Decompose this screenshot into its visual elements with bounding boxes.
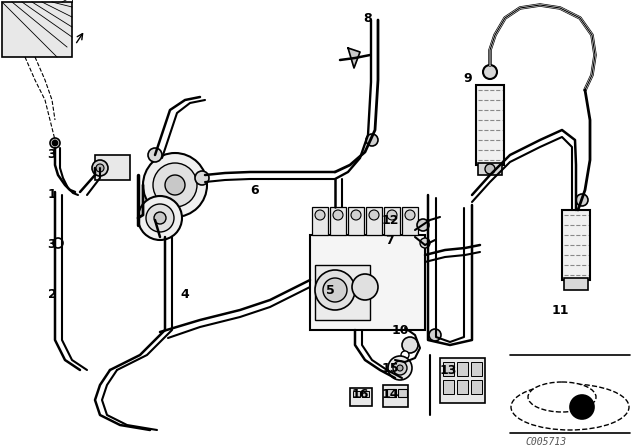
Circle shape bbox=[388, 356, 412, 380]
FancyBboxPatch shape bbox=[2, 2, 72, 57]
FancyBboxPatch shape bbox=[315, 265, 370, 320]
Circle shape bbox=[315, 270, 355, 310]
FancyBboxPatch shape bbox=[348, 207, 364, 235]
Circle shape bbox=[429, 329, 441, 341]
Circle shape bbox=[387, 210, 397, 220]
Circle shape bbox=[323, 278, 347, 302]
Text: 7: 7 bbox=[386, 233, 394, 246]
FancyBboxPatch shape bbox=[478, 163, 502, 175]
Circle shape bbox=[570, 395, 594, 419]
FancyBboxPatch shape bbox=[564, 278, 588, 290]
Circle shape bbox=[153, 163, 197, 207]
FancyBboxPatch shape bbox=[350, 388, 372, 406]
FancyBboxPatch shape bbox=[330, 207, 346, 235]
Text: 2: 2 bbox=[47, 289, 56, 302]
Ellipse shape bbox=[511, 384, 629, 430]
FancyBboxPatch shape bbox=[387, 389, 396, 397]
FancyBboxPatch shape bbox=[440, 358, 485, 403]
Circle shape bbox=[333, 210, 343, 220]
FancyBboxPatch shape bbox=[471, 362, 482, 376]
FancyBboxPatch shape bbox=[476, 85, 504, 165]
Circle shape bbox=[397, 365, 403, 371]
Circle shape bbox=[369, 210, 379, 220]
FancyBboxPatch shape bbox=[443, 362, 454, 376]
Text: 10: 10 bbox=[391, 323, 409, 336]
FancyBboxPatch shape bbox=[95, 155, 130, 180]
Circle shape bbox=[417, 219, 429, 231]
Polygon shape bbox=[348, 48, 360, 68]
Text: 3: 3 bbox=[48, 238, 56, 251]
Circle shape bbox=[405, 210, 415, 220]
FancyBboxPatch shape bbox=[457, 362, 468, 376]
Circle shape bbox=[143, 153, 207, 217]
Circle shape bbox=[53, 238, 63, 248]
Circle shape bbox=[352, 274, 378, 300]
Text: 12: 12 bbox=[381, 214, 399, 227]
Circle shape bbox=[138, 196, 182, 240]
FancyBboxPatch shape bbox=[362, 391, 369, 397]
FancyBboxPatch shape bbox=[384, 207, 400, 235]
Text: 9: 9 bbox=[464, 72, 472, 85]
Text: C005713: C005713 bbox=[525, 437, 566, 447]
Circle shape bbox=[154, 212, 166, 224]
Circle shape bbox=[420, 238, 430, 248]
FancyBboxPatch shape bbox=[471, 380, 482, 394]
Circle shape bbox=[366, 134, 378, 146]
Circle shape bbox=[92, 160, 108, 176]
FancyBboxPatch shape bbox=[562, 210, 590, 280]
Text: 14: 14 bbox=[381, 388, 399, 401]
FancyBboxPatch shape bbox=[383, 385, 408, 407]
Circle shape bbox=[148, 148, 162, 162]
Circle shape bbox=[165, 175, 185, 195]
FancyBboxPatch shape bbox=[312, 207, 328, 235]
Circle shape bbox=[146, 204, 174, 232]
Text: 8: 8 bbox=[364, 12, 372, 25]
Circle shape bbox=[576, 194, 588, 206]
FancyBboxPatch shape bbox=[310, 235, 425, 330]
Text: 6: 6 bbox=[251, 184, 259, 197]
Text: 3: 3 bbox=[48, 148, 56, 161]
Text: 16: 16 bbox=[351, 388, 369, 401]
Circle shape bbox=[393, 361, 407, 375]
FancyBboxPatch shape bbox=[353, 391, 360, 397]
Circle shape bbox=[351, 210, 361, 220]
Text: 15: 15 bbox=[381, 362, 399, 375]
Circle shape bbox=[402, 337, 418, 353]
Circle shape bbox=[315, 210, 325, 220]
Text: 11: 11 bbox=[551, 303, 569, 316]
Circle shape bbox=[195, 171, 209, 185]
Ellipse shape bbox=[528, 382, 596, 412]
Circle shape bbox=[50, 138, 60, 148]
Text: 13: 13 bbox=[439, 363, 457, 376]
FancyBboxPatch shape bbox=[402, 207, 418, 235]
FancyBboxPatch shape bbox=[443, 380, 454, 394]
Text: 1: 1 bbox=[47, 189, 56, 202]
Circle shape bbox=[401, 351, 409, 359]
Text: 5: 5 bbox=[326, 284, 334, 297]
FancyBboxPatch shape bbox=[457, 380, 468, 394]
Circle shape bbox=[485, 164, 495, 174]
FancyBboxPatch shape bbox=[398, 389, 407, 397]
Circle shape bbox=[483, 65, 497, 79]
Circle shape bbox=[96, 164, 104, 172]
FancyBboxPatch shape bbox=[366, 207, 382, 235]
Text: 4: 4 bbox=[180, 289, 189, 302]
Circle shape bbox=[52, 141, 58, 146]
